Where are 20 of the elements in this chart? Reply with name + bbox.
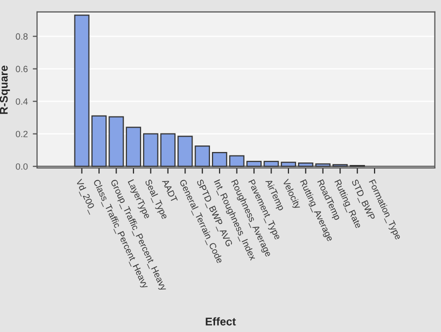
y-tick-label: 0.6	[16, 66, 28, 72]
y-tick-label: 0.4	[16, 98, 28, 105]
bar	[143, 133, 158, 167]
bar	[246, 160, 262, 167]
bar	[74, 14, 90, 167]
bar	[264, 160, 279, 167]
bar	[280, 162, 296, 167]
bar	[298, 162, 314, 167]
bar	[91, 115, 107, 167]
bar	[108, 116, 124, 167]
bar	[229, 155, 244, 167]
x-axis-title: Effect	[206, 317, 236, 326]
bar	[212, 152, 228, 167]
y-tick-label: 0.2	[16, 130, 28, 138]
y-tick-label: 0.0	[16, 163, 28, 170]
bar	[315, 163, 331, 167]
y-tick-label: 0.8	[16, 33, 28, 40]
bar	[126, 126, 142, 167]
bar	[160, 133, 176, 167]
y-axis-title: R-Square	[0, 66, 10, 114]
